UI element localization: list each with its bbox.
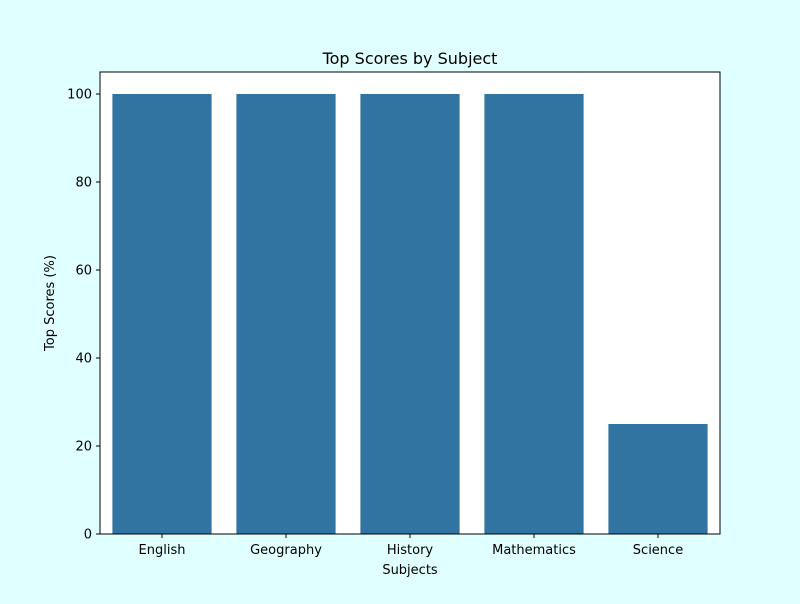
x-axis-label: Subjects bbox=[382, 563, 438, 578]
bar-science bbox=[608, 424, 708, 534]
y-tick-label: 0 bbox=[84, 528, 92, 543]
x-tick-label: Mathematics bbox=[492, 543, 576, 558]
x-tick-label: English bbox=[139, 543, 186, 558]
y-tick-label: 100 bbox=[67, 88, 92, 103]
chart-title: Top Scores by Subject bbox=[322, 49, 498, 68]
bar-english bbox=[112, 94, 212, 534]
x-tick-label: History bbox=[387, 543, 434, 558]
bar-history bbox=[360, 94, 460, 534]
x-tick-label: Science bbox=[633, 543, 683, 558]
x-axis-ticks: English Geography History Mathematics Scienc… bbox=[139, 534, 683, 558]
y-tick-label: 60 bbox=[75, 264, 92, 279]
y-axis-label: Top Scores (%) bbox=[43, 255, 58, 352]
y-tick-label: 40 bbox=[75, 352, 92, 367]
bar-mathematics bbox=[484, 94, 584, 534]
bars-layer bbox=[112, 94, 708, 534]
y-tick-label: 20 bbox=[75, 440, 92, 455]
bar-geography bbox=[236, 94, 336, 534]
y-axis-ticks: 0 20 40 60 80 100 bbox=[67, 88, 100, 543]
x-tick-label: Geography bbox=[250, 543, 322, 558]
y-tick-label: 80 bbox=[75, 176, 92, 191]
